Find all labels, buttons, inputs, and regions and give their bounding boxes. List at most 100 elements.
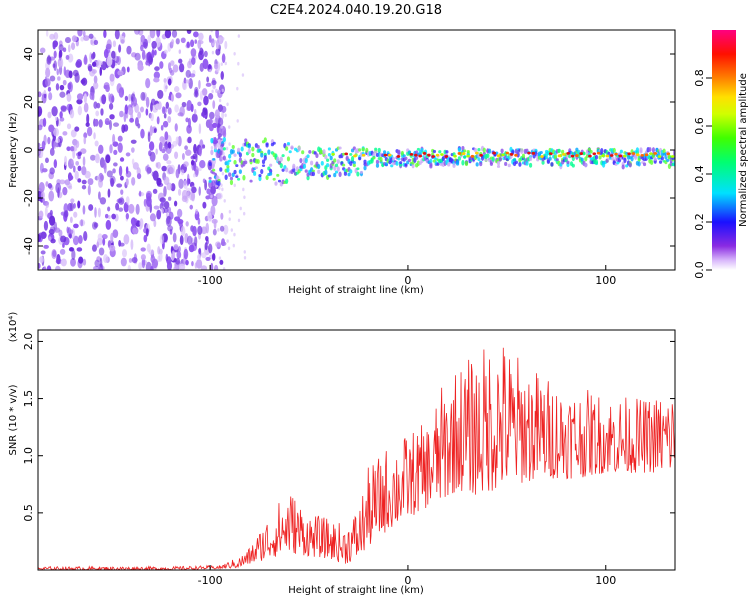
spectrogram-cell [130,217,137,226]
spectrogram-cell [198,123,202,135]
spectrogram-cell [220,62,223,66]
spectrogram-cell [230,228,234,232]
spectrogram-cell [220,71,224,80]
spectrogram-cell [253,171,257,176]
spectrogram-cell [347,172,351,177]
spectrogram-peak-cell [653,151,658,155]
spectrogram-cell [197,217,201,225]
spectrogram-cell [202,201,207,209]
spectrogram-peak-cell [509,153,514,156]
spectrogram-cell [397,150,401,156]
spectrogram-cell [281,168,285,172]
spectrogram-cell [566,160,570,165]
spectrogram-cell [68,70,73,79]
spectrogram-cell [220,212,224,220]
spectrogram-cell [317,164,321,170]
spectrogram-cell [43,265,47,270]
spectrogram-cell [447,162,451,167]
spectrogram-cell [60,258,67,267]
spectrogram-cell [170,93,174,102]
spectrogram-cell [152,188,158,194]
spectrogram-cell [233,183,236,188]
spectrogram-cell [432,149,437,154]
spectrogram-cell [222,137,226,142]
spectrogram-cell [73,211,78,218]
spectrogram-cell [219,259,224,265]
spectrogram-cell [97,233,103,241]
spectrogram-cell [177,188,182,196]
spectrogram-cell [162,120,169,128]
spectrogram-cell [167,107,172,115]
spectrogram-x-tick-label: 100 [595,274,616,287]
spectrogram-cell [326,158,330,163]
spectrogram-peak-cell [562,152,566,156]
spectrogram-cell [215,88,218,94]
spectrogram-cell [199,47,204,55]
spectrogram-cell [109,244,116,252]
spectrogram-cell [653,157,657,161]
spectrogram-cell [125,152,131,157]
spectrogram-peak-cell [344,152,349,156]
spectrogram-cell [98,179,103,188]
spectrogram-cell [642,162,647,167]
spectrogram-cell [201,88,208,96]
spectrogram-cell [71,249,76,261]
spectrogram-cell [101,94,107,105]
spectrogram-cell [66,93,72,102]
spectrogram-cell [237,34,241,38]
spectrogram-cell [69,146,75,152]
spectrogram-cell [404,156,408,161]
spectrogram-cell [94,140,99,147]
spectrogram-cell [83,231,88,242]
spectrogram-peak-cell [592,152,597,156]
spectrogram-cell [163,176,170,185]
spectrogram-cell [391,157,396,161]
spectrogram-cell [108,103,114,110]
spectrogram-cell [124,104,129,115]
spectrogram-cell [186,106,191,111]
spectrogram-cell [185,221,189,227]
spectrogram-y-ticks: -40 -20 0 20 40 [22,47,675,255]
spectrogram-cell [150,112,154,122]
snr-y-tick-label: 0.5 [22,504,35,522]
spectrogram-cell [161,200,165,207]
spectrogram-cell [140,44,144,52]
spectrogram-cell [164,131,169,141]
spectrogram-cell [55,138,61,143]
spectrogram-peak-cell [575,154,579,157]
spectrogram-cell [218,37,222,42]
spectrogram-cell [185,149,192,156]
spectrogram-cell [211,218,218,224]
spectrogram-peak-cell [609,154,614,157]
spectrogram-cell [222,151,225,156]
spectrogram-cell [145,228,149,237]
spectrogram-cell [202,144,206,149]
spectrogram-cell [99,197,107,205]
spectrogram-cell [77,165,82,172]
spectrogram-cell [651,147,656,153]
spectrogram-cell [220,143,225,147]
spectrogram-cell [148,249,155,255]
spectrogram-cell [98,191,101,200]
spectrogram-cell [41,168,48,173]
spectrogram-peak-cell [618,154,623,158]
spectrogram-cell [201,252,207,259]
spectrogram-cell [177,218,184,225]
spectrogram-cell [154,66,160,71]
spectrogram-cell [212,139,219,144]
spectrogram-cell [520,148,524,154]
spectrogram-cell [384,162,388,166]
spectrogram-cell [90,154,96,161]
spectrogram-cell [241,73,245,77]
spectrogram-cell [214,109,220,119]
spectrogram-cell [156,209,162,220]
spectrogram-cell [113,149,118,155]
spectrogram-peak-cell [540,155,544,158]
spectrogram-cell [98,247,105,256]
spectrogram-cell [97,207,101,218]
colorbar-label: Normalized spectral amplitude [738,73,749,227]
spectrogram-cell [69,109,75,119]
spectrogram-cell [87,178,94,186]
spectrogram-cell [153,77,160,83]
spectrogram-cell [174,104,179,113]
